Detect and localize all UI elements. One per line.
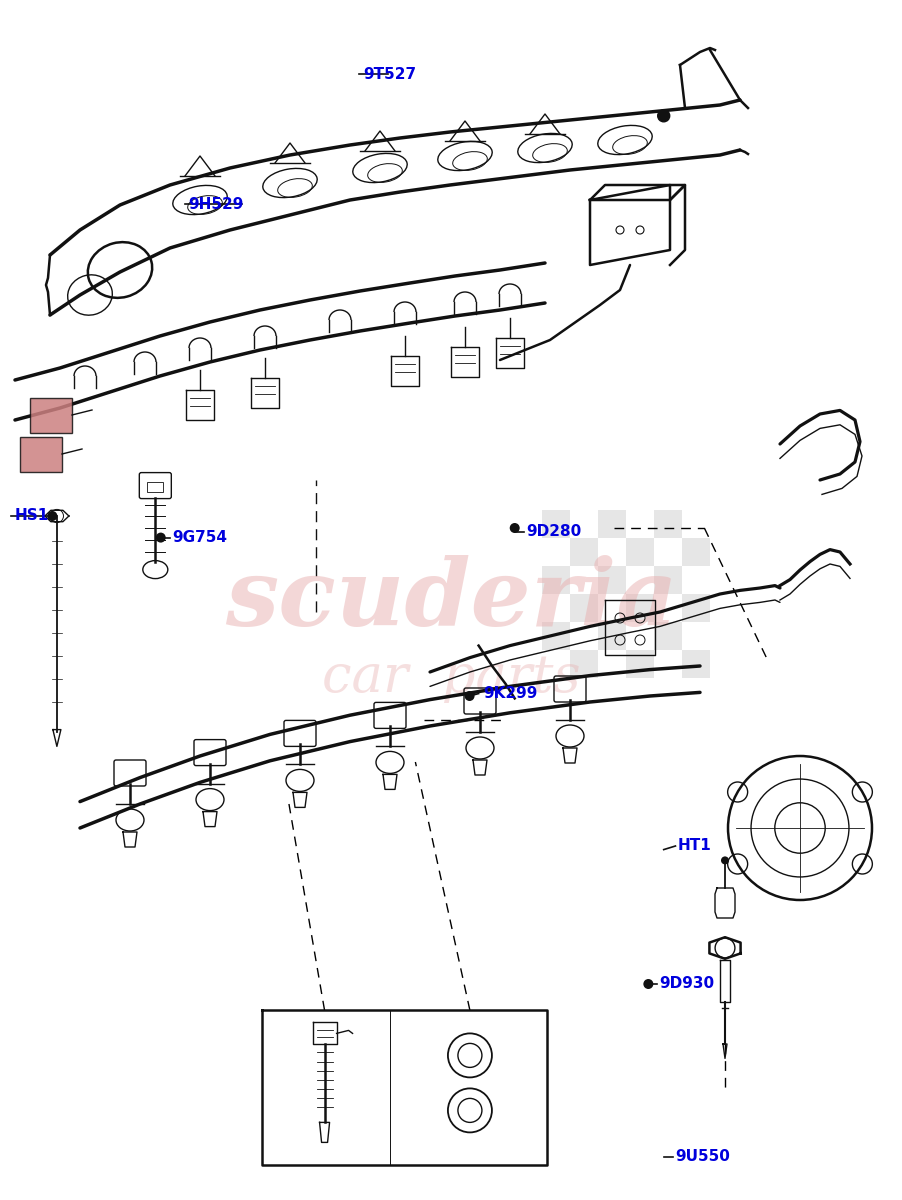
Bar bbox=[569, 622, 597, 650]
Bar bbox=[541, 650, 569, 678]
Bar bbox=[653, 566, 681, 594]
Bar bbox=[625, 650, 653, 678]
Text: HT1: HT1 bbox=[676, 839, 710, 853]
Bar bbox=[541, 510, 569, 538]
Bar bbox=[597, 594, 625, 622]
Bar bbox=[569, 594, 597, 622]
Circle shape bbox=[657, 110, 669, 122]
Text: 9D930: 9D930 bbox=[658, 977, 713, 991]
Bar bbox=[681, 650, 709, 678]
Text: scuderia: scuderia bbox=[225, 554, 677, 646]
Bar bbox=[653, 510, 681, 538]
Bar bbox=[681, 538, 709, 566]
Bar bbox=[625, 538, 653, 566]
Bar bbox=[653, 538, 681, 566]
Bar bbox=[569, 566, 597, 594]
Text: car  parts: car parts bbox=[322, 653, 580, 703]
Text: 9U550: 9U550 bbox=[675, 1150, 730, 1164]
Text: 9K299: 9K299 bbox=[483, 686, 537, 701]
Bar bbox=[541, 594, 569, 622]
Bar bbox=[681, 622, 709, 650]
Text: HS1: HS1 bbox=[14, 509, 49, 523]
Bar bbox=[653, 622, 681, 650]
Bar bbox=[569, 510, 597, 538]
Bar bbox=[597, 538, 625, 566]
Text: 9T527: 9T527 bbox=[363, 67, 416, 82]
Bar bbox=[541, 622, 569, 650]
Circle shape bbox=[155, 533, 166, 542]
Bar bbox=[541, 566, 569, 594]
Bar bbox=[681, 566, 709, 594]
Bar bbox=[569, 538, 597, 566]
Bar bbox=[625, 594, 653, 622]
Bar bbox=[625, 510, 653, 538]
Text: 9G754: 9G754 bbox=[172, 530, 227, 545]
Bar bbox=[625, 566, 653, 594]
Bar bbox=[597, 566, 625, 594]
Circle shape bbox=[642, 979, 653, 989]
Bar bbox=[597, 510, 625, 538]
FancyBboxPatch shape bbox=[20, 437, 62, 472]
FancyBboxPatch shape bbox=[30, 398, 72, 433]
Text: 9D280: 9D280 bbox=[526, 524, 581, 539]
Bar bbox=[541, 538, 569, 566]
Bar bbox=[653, 650, 681, 678]
Bar bbox=[681, 594, 709, 622]
Bar bbox=[597, 650, 625, 678]
Text: 9H529: 9H529 bbox=[188, 197, 243, 211]
Bar bbox=[681, 510, 709, 538]
Circle shape bbox=[47, 511, 58, 521]
Bar bbox=[625, 622, 653, 650]
Circle shape bbox=[509, 523, 520, 533]
Bar bbox=[569, 650, 597, 678]
Circle shape bbox=[464, 691, 474, 701]
Circle shape bbox=[720, 857, 728, 864]
Bar bbox=[653, 594, 681, 622]
Bar bbox=[597, 622, 625, 650]
